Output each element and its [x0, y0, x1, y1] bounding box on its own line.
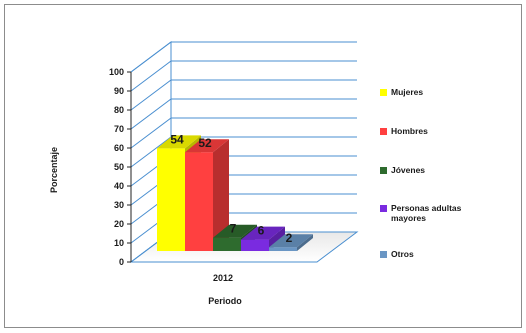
y-axis: 0 10 20 30 40 50 60 70 80 90 100 [109, 67, 132, 267]
bars-group [157, 135, 313, 251]
y-tick-label: 90 [114, 86, 124, 96]
legend: Mujeres Hombres Jóvenes Personas adultas may… [380, 87, 462, 259]
bar-side [297, 234, 313, 251]
y-tick-label: 40 [114, 181, 124, 191]
data-labels-group: 54 52 7 6 2 [170, 132, 292, 245]
gridline [130, 117, 357, 149]
bar-front [157, 148, 185, 251]
gridline [130, 41, 357, 73]
x-tick-label: 2012 [213, 273, 233, 283]
legend-label: Personas adultas mayores [391, 203, 462, 223]
legend-swatch [380, 128, 387, 135]
bar-front [241, 239, 269, 251]
legend-item-personas-adultas-mayores: Personas adultas mayores [380, 203, 462, 223]
bar-front [185, 152, 213, 251]
bar-otros [269, 234, 313, 251]
bar-front [213, 237, 241, 251]
chart-frame: 0 10 20 30 40 50 60 70 80 90 100 54 52 7 6 2 2012 Peri… [4, 4, 522, 328]
data-label: 6 [258, 224, 265, 238]
y-tick-label: 100 [109, 67, 124, 77]
bar-top [241, 226, 285, 240]
gridline [130, 136, 357, 168]
bar-side [213, 139, 229, 251]
legend-item-jóvenes: Jóvenes [380, 165, 425, 175]
data-label: 7 [230, 222, 237, 236]
legend-swatch [380, 251, 387, 258]
y-axis-title: Porcentaje [49, 147, 59, 193]
gridline [130, 60, 357, 92]
data-label: 54 [170, 132, 184, 146]
legend-item-otros: Otros [380, 249, 414, 259]
y-tick-label: 80 [114, 105, 124, 115]
y-tick-label: 20 [114, 219, 124, 229]
bar-top [269, 234, 313, 248]
legend-label: Mujeres [391, 87, 423, 97]
gridline [130, 98, 357, 130]
gridline [130, 79, 357, 111]
bar-top [213, 224, 257, 238]
x-axis-title: Periodo [208, 296, 242, 306]
y-tick-label: 60 [114, 143, 124, 153]
legend-label: Hombres [391, 126, 428, 136]
bar-top [185, 139, 229, 153]
legend-label: Jóvenes [391, 165, 425, 175]
data-label: 52 [198, 136, 212, 150]
bar-front [269, 247, 297, 251]
legend-item-hombres: Hombres [380, 126, 428, 136]
bar-hombres [185, 139, 229, 251]
data-label: 2 [286, 231, 293, 245]
chart-svg: 0 10 20 30 40 50 60 70 80 90 100 54 52 7 6 2 2012 Peri… [49, 41, 462, 306]
y-tick-label: 0 [119, 257, 124, 267]
y-tick-label: 10 [114, 238, 124, 248]
legend-swatch [380, 89, 387, 96]
legend-swatch [380, 167, 387, 174]
y-tick-label: 50 [114, 162, 124, 172]
bar-top [157, 135, 201, 149]
legend-item-mujeres: Mujeres [380, 87, 423, 97]
y-tick-label: 30 [114, 200, 124, 210]
legend-swatch [380, 205, 387, 212]
y-tick-label: 70 [114, 124, 124, 134]
legend-label: Otros [391, 249, 414, 259]
